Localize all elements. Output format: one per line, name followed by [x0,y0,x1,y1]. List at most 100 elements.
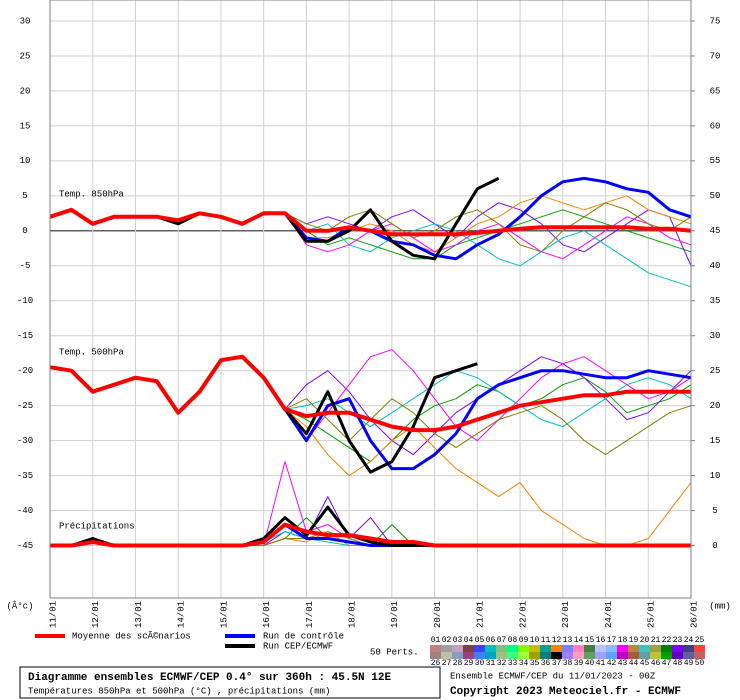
member-swatch [474,652,485,659]
member-label: 47 [662,659,672,668]
member-label: 32 [497,659,507,668]
member-label: 12 [552,636,562,645]
y2-tick-label: 15 [710,436,721,446]
member-label: 22 [662,636,672,645]
member-swatch [573,652,584,659]
member-swatch [639,652,650,659]
member-swatch [639,645,650,652]
x-tick-label: 17/01 [305,601,315,628]
y-tick-label: 10 [20,156,31,166]
member-label: 26 [431,659,441,668]
member-swatch [617,652,628,659]
y2-tick-label: 50 [710,191,721,201]
member-swatch [650,652,661,659]
member-label: 16 [596,636,606,645]
footer-copyright: Copyright 2023 Meteociel.fr - ECMWF [450,686,681,698]
legend-label: Run de contrôle [263,631,344,641]
y2-tick-label: 20 [710,401,721,411]
x-tick-label: 24/01 [604,601,614,628]
y2-tick-label: 55 [710,156,721,166]
y-tick-label: -5 [20,261,31,271]
x-tick-label: 12/01 [91,601,101,628]
y-tick-label: -45 [17,541,33,551]
member-swatch [617,645,628,652]
member-label: 30 [475,659,485,668]
member-swatch [463,652,474,659]
member-swatch [430,645,441,652]
y2-tick-label: 0 [712,541,717,551]
member-label: 17 [607,636,617,645]
y2-tick-label: 35 [710,296,721,306]
member-label: 39 [574,659,584,668]
member-label: 37 [552,659,562,668]
lines [49,176,692,548]
y2-tick-label: 45 [710,226,721,236]
y-tick-label: -35 [17,471,33,481]
x-tick-label: 18/01 [348,601,358,628]
x-tick-label: 13/01 [134,601,144,628]
member-label: 49 [684,659,694,668]
member-label: 02 [442,636,452,645]
member-label: 10 [530,636,540,645]
member-swatch [430,652,441,659]
y-tick-label: 0 [22,226,27,236]
member-swatch [683,652,694,659]
member-label: 45 [640,659,650,668]
member-label: 44 [629,659,639,668]
member-swatch [573,645,584,652]
member-swatch [694,645,705,652]
y-tick-label: -40 [17,506,33,516]
x-tick-label: 11/01 [48,601,58,628]
member-swatch [562,645,573,652]
member-swatch [529,645,540,652]
annotation: Temp. 850hPa [59,189,124,199]
member-swatch [661,645,672,652]
y2-tick-label: 30 [710,331,721,341]
member-swatch [661,652,672,659]
y-tick-label: -15 [17,331,33,341]
member-label: 08 [508,636,518,645]
x-tick-label: 20/01 [433,601,443,628]
y2-tick-label: 75 [710,16,721,26]
member-swatch [485,652,496,659]
y-tick-label: 5 [22,191,27,201]
y2-unit: (mm) [709,601,731,611]
member-label: 35 [530,659,540,668]
member-swatch [529,652,540,659]
member-swatch [584,652,595,659]
members-label: 50 Perts. [370,647,419,657]
member-swatch [672,652,683,659]
member-swatch [540,652,551,659]
member-swatch [606,652,617,659]
member-label: 34 [519,659,529,668]
y2-tick-label: 5 [712,506,717,516]
member-swatch [551,645,562,652]
footer-run: Ensemble ECMWF/CEP du 11/01/2023 - 00Z [450,671,656,681]
member-swatch [683,645,694,652]
member-label: 25 [695,636,705,645]
member-label: 04 [464,636,474,645]
member-label: 46 [651,659,661,668]
member-swatch [551,652,562,659]
member-swatch [507,652,518,659]
x-tick-label: 21/01 [476,601,486,628]
member-swatch [628,645,639,652]
y-tick-label: -10 [17,296,33,306]
labels: 302520151050-5-10-15-20-25-30-35-40-4575… [17,16,721,628]
member-swatch [595,645,606,652]
member-swatch [452,645,463,652]
member-label: 43 [618,659,628,668]
x-tick-label: 15/01 [219,601,229,628]
member-swatch [518,652,529,659]
footer-subtitle: Températures 850hPa et 500hPa (°C) , pré… [28,686,330,696]
member-label: 18 [618,636,628,645]
member-label: 24 [684,636,694,645]
x-tick-label: 22/01 [518,601,528,628]
legend-label: Run CEP/ECMWF [263,641,333,651]
x-tick-label: 25/01 [647,601,657,628]
y2-tick-label: 60 [710,121,721,131]
x-tick-label: 14/01 [177,601,187,628]
member-label: 31 [486,659,496,668]
